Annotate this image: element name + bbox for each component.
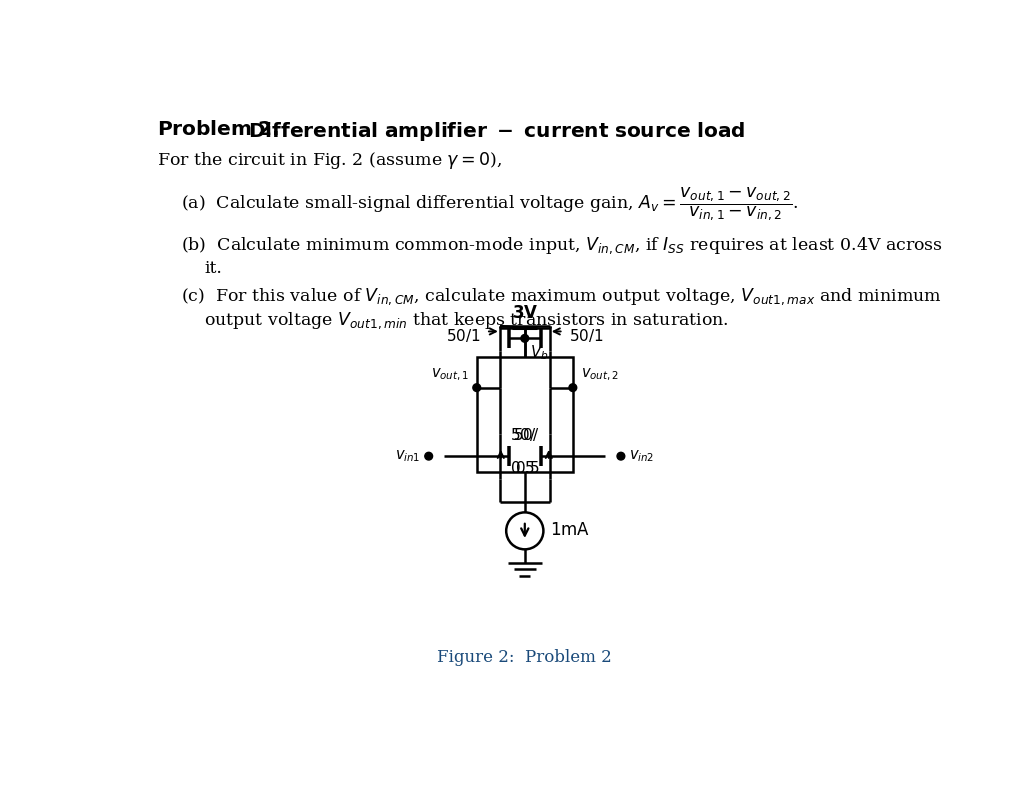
Text: For the circuit in Fig. 2 (assume $\gamma = 0$),: For the circuit in Fig. 2 (assume $\gamm… <box>158 150 503 172</box>
Text: $v_{in1}$: $v_{in1}$ <box>395 448 421 464</box>
Circle shape <box>425 452 432 460</box>
Text: (c)  For this value of $V_{in,CM}$, calculate maximum output voltage, $V_{out1,m: (c) For this value of $V_{in,CM}$, calcu… <box>180 286 942 307</box>
Text: $50/$: $50/$ <box>513 426 540 443</box>
Text: $\mathbf{Differential\ amplifier\ -\ current\ source\ load}$: $\mathbf{Differential\ amplifier\ -\ cur… <box>248 120 745 143</box>
Text: $0.5$: $0.5$ <box>515 460 540 476</box>
Text: $V_b$: $V_b$ <box>530 344 549 363</box>
Text: $50/$: $50/$ <box>510 426 537 443</box>
Text: $50/1$: $50/1$ <box>569 327 604 344</box>
Text: $v_{out,2}$: $v_{out,2}$ <box>581 367 618 383</box>
Text: Figure 2:  Problem 2: Figure 2: Problem 2 <box>437 649 612 666</box>
Text: $\mathbf{3V}$: $\mathbf{3V}$ <box>512 305 538 322</box>
Circle shape <box>521 334 528 342</box>
Text: output voltage $V_{out1,min}$ that keeps transistors in saturation.: output voltage $V_{out1,min}$ that keeps… <box>204 310 729 331</box>
Text: $\mathbf{Problem\ 2.}$: $\mathbf{Problem\ 2.}$ <box>158 120 280 139</box>
Text: (b)  Calculate minimum common-mode input, $V_{in,CM}$, if $I_{SS}$ requires at l: (b) Calculate minimum common-mode input,… <box>180 235 943 256</box>
Text: $v_{in2}$: $v_{in2}$ <box>629 448 654 464</box>
Circle shape <box>569 384 577 391</box>
Text: $v_{out,1}$: $v_{out,1}$ <box>431 367 469 383</box>
Text: $50/1$: $50/1$ <box>445 327 480 344</box>
Text: (a)  Calculate small-signal differential voltage gain, $A_v = \dfrac{v_{out,1}-v: (a) Calculate small-signal differential … <box>180 185 798 223</box>
Bar <box>477 357 572 472</box>
Circle shape <box>473 384 480 391</box>
Text: $0.5$: $0.5$ <box>510 460 535 476</box>
Circle shape <box>617 452 625 460</box>
Text: $1\mathrm{mA}$: $1\mathrm{mA}$ <box>550 523 590 539</box>
Text: it.: it. <box>204 260 222 277</box>
